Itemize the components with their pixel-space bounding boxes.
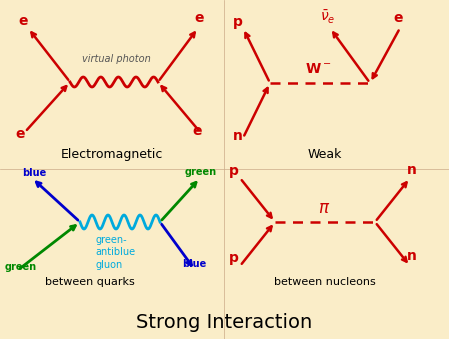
Text: green-
antiblue
gluon: green- antiblue gluon — [95, 235, 135, 270]
Text: Strong Interaction: Strong Interaction — [136, 313, 312, 332]
Text: $\bar{\nu}_e$: $\bar{\nu}_e$ — [320, 9, 335, 26]
Text: virtual photon: virtual photon — [82, 54, 151, 64]
Text: n: n — [407, 249, 417, 263]
Text: W$^-$: W$^-$ — [305, 62, 331, 76]
Text: between quarks: between quarks — [45, 277, 135, 287]
Text: p: p — [233, 15, 243, 29]
Text: green: green — [185, 167, 217, 177]
Text: e: e — [18, 14, 27, 28]
Text: blue: blue — [22, 168, 46, 178]
Text: green: green — [5, 262, 37, 272]
Text: n: n — [407, 163, 417, 177]
Text: p: p — [229, 164, 239, 178]
Text: Weak: Weak — [308, 148, 342, 161]
Text: Electromagnetic: Electromagnetic — [61, 148, 163, 161]
Text: e: e — [393, 11, 402, 25]
Text: e: e — [192, 124, 202, 138]
Text: between nucleons: between nucleons — [274, 277, 376, 287]
Text: p: p — [229, 251, 239, 265]
Text: e: e — [15, 127, 25, 141]
Text: n: n — [233, 129, 243, 143]
Text: $\pi$: $\pi$ — [318, 199, 330, 217]
Text: e: e — [194, 11, 203, 25]
Text: blue: blue — [182, 259, 206, 269]
